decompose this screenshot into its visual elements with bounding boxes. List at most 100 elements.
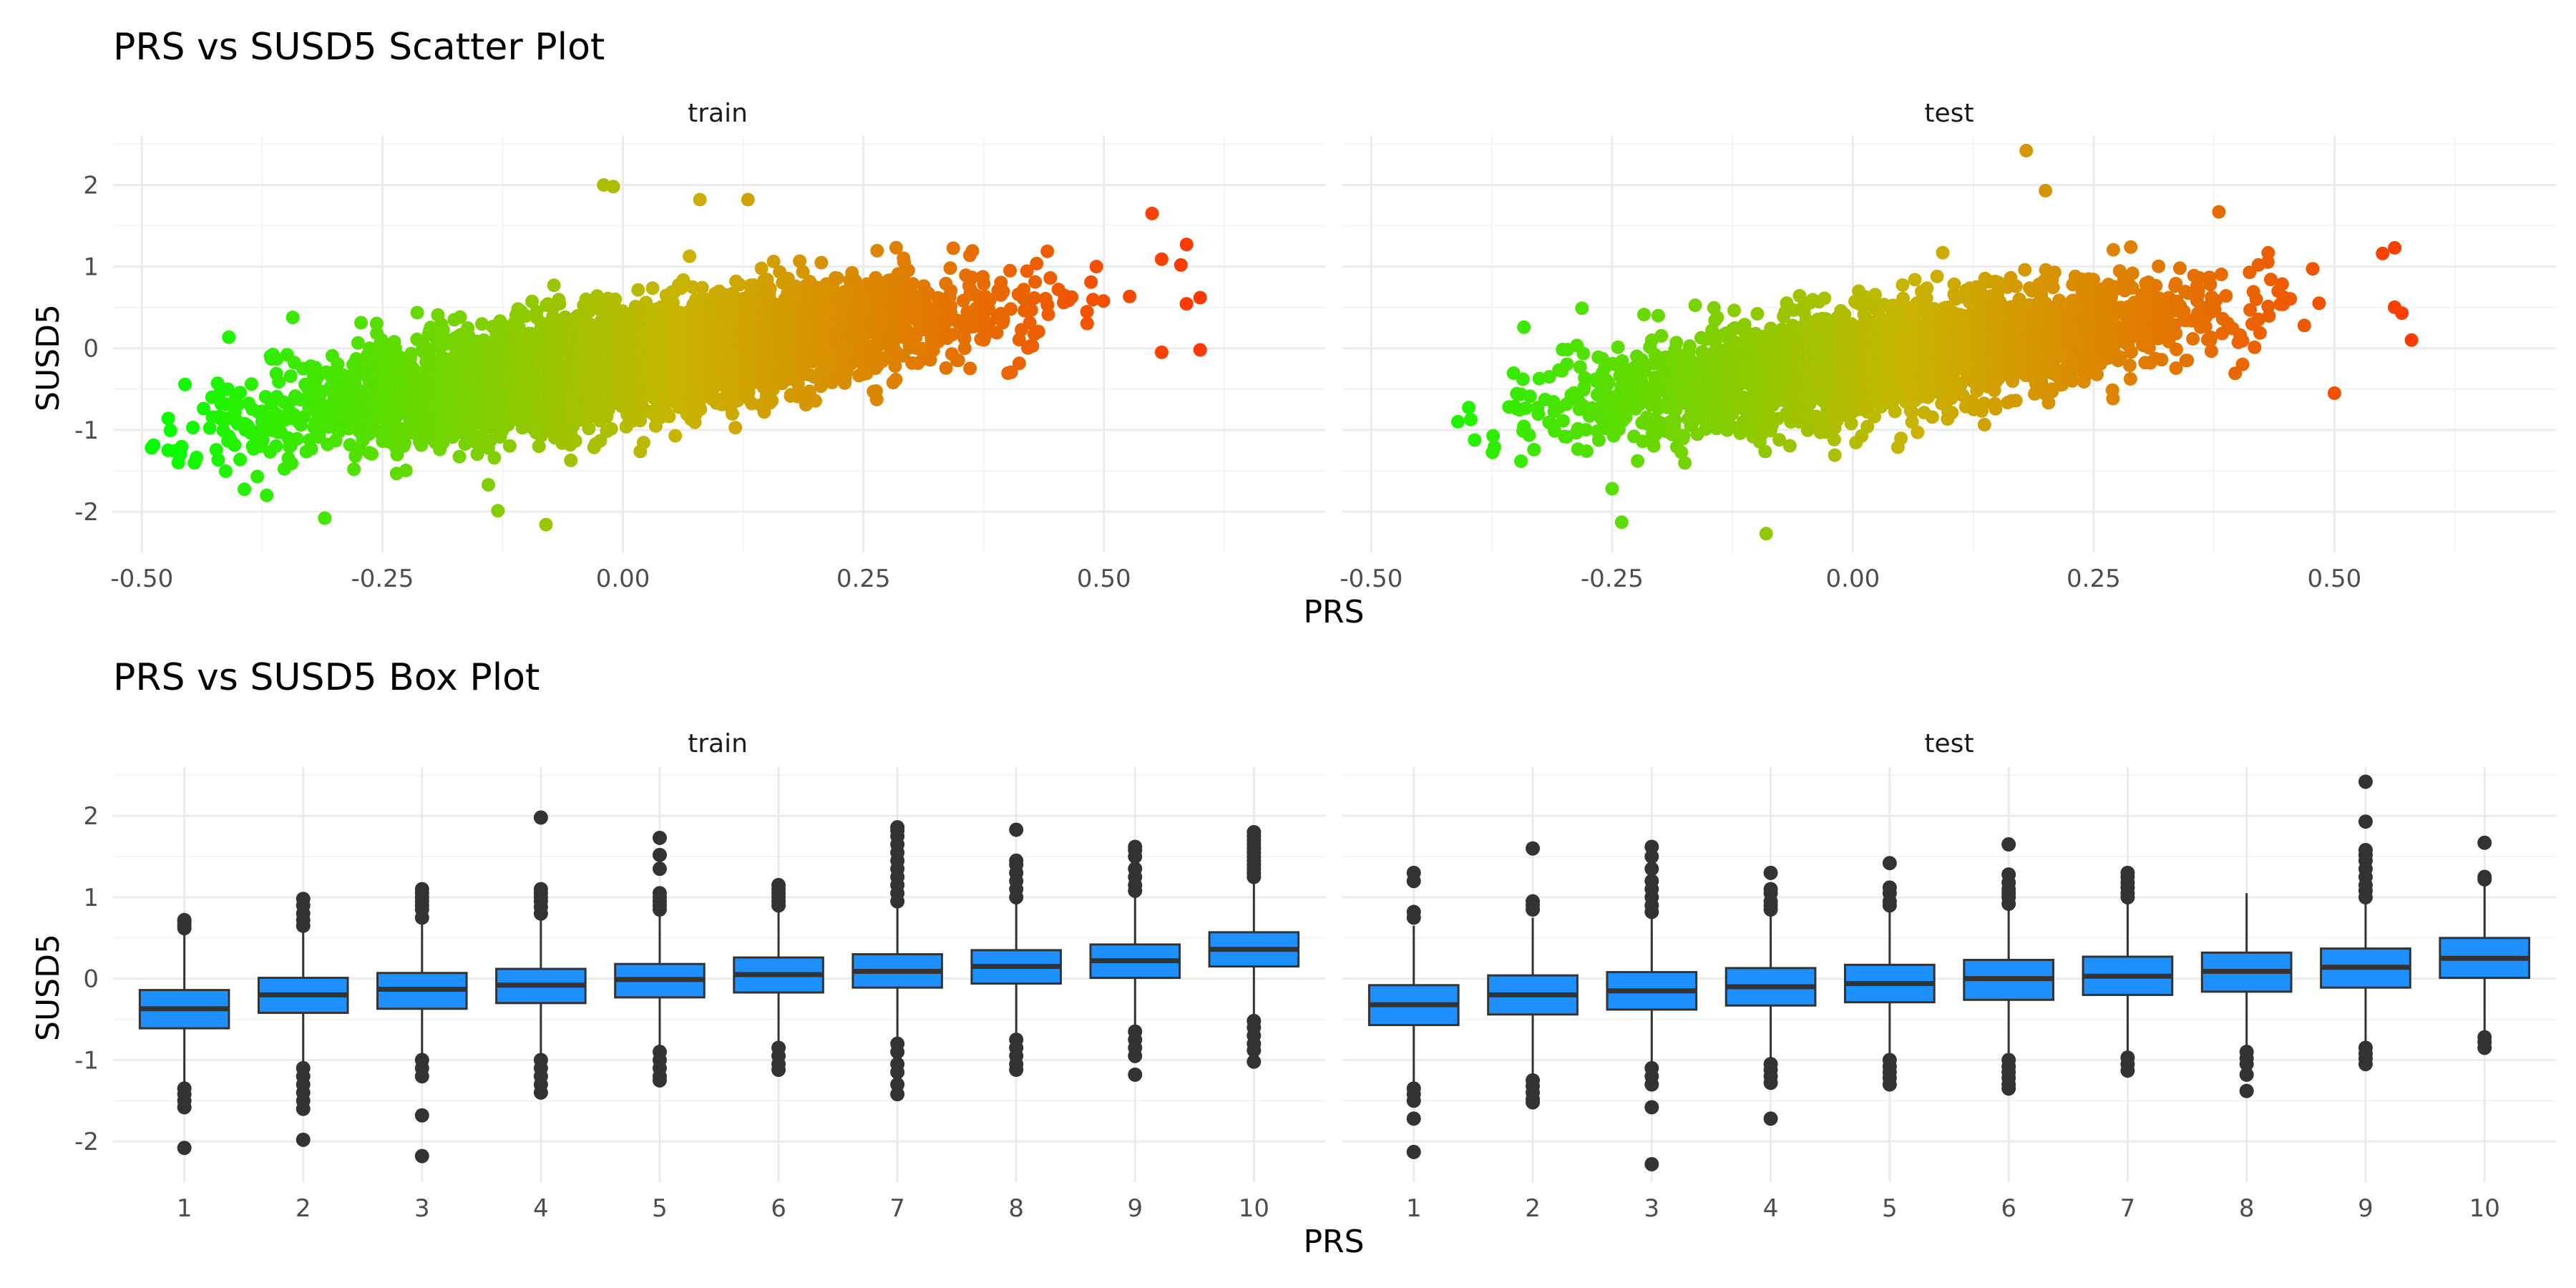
scatter-strip-test: test (1924, 99, 1974, 128)
scatter-point (532, 439, 546, 454)
scatter-point (939, 361, 953, 375)
scatter-point (683, 249, 697, 263)
scatter-point (244, 377, 258, 391)
scatter-point (470, 447, 484, 462)
scatter-point (901, 263, 915, 278)
scatter-point (645, 281, 660, 296)
scatter-point (1040, 244, 1055, 258)
scatter-point (1518, 401, 1533, 415)
scatter-point (965, 244, 980, 258)
scatter-point (1451, 414, 1465, 429)
scatter-point (944, 299, 958, 313)
scatter-point (285, 457, 298, 471)
scatter-point (178, 377, 192, 391)
scatter-point (951, 353, 965, 367)
scatter-point (1145, 206, 1159, 220)
scatter-point (631, 283, 645, 297)
scatter-point (741, 192, 755, 207)
scatter-point (519, 309, 533, 323)
scatter-point (272, 375, 286, 389)
scatter-point (1514, 454, 1528, 468)
scatter-point (197, 401, 210, 416)
scatter-point (163, 424, 177, 437)
scatter-point (1463, 412, 1478, 426)
scatter-point (222, 330, 236, 344)
scatter-point (260, 488, 274, 502)
scatter-point (1089, 260, 1103, 274)
scatter-point (230, 398, 245, 412)
scatter-point (1179, 238, 1194, 252)
scatter-point (1631, 454, 1645, 468)
scatter-point (1611, 340, 1625, 354)
scatter-point (726, 406, 739, 421)
scatter-point (1710, 311, 1724, 324)
scatter-point (1575, 301, 1589, 316)
scatter-point (250, 469, 265, 484)
scatter-point (889, 372, 903, 386)
scatter-point (190, 450, 204, 464)
x-tick-label: -0.25 (351, 565, 414, 593)
scatter-point (1651, 308, 1665, 323)
scatter-point (1654, 328, 1669, 343)
scatter-point (304, 441, 318, 456)
scatter-point (495, 318, 509, 332)
scatter-point (290, 431, 304, 446)
scatter-point (1517, 320, 1531, 334)
scatter-point (1024, 303, 1038, 317)
scatter-point (996, 285, 1010, 299)
scatter-point (1084, 275, 1098, 289)
scatter-point (1003, 263, 1017, 278)
x-tick-label: 0.00 (1826, 565, 1880, 593)
x-tick-label: 0.25 (836, 565, 891, 593)
x-tick-label: -0.50 (1340, 565, 1402, 593)
scatter-point (1678, 456, 1692, 470)
scatter-point (1531, 407, 1546, 421)
scatter-point (482, 478, 495, 492)
scatter-point (1688, 298, 1702, 313)
scatter-point (1605, 482, 1619, 496)
scatter-point (365, 447, 379, 461)
scatter-point (347, 462, 361, 477)
scatter-point (1041, 307, 1055, 321)
scatter-title: PRS vs SUSD5 Scatter Plot (113, 26, 605, 69)
scatter-point (1682, 339, 1697, 353)
scatter-point (763, 281, 777, 296)
scatter-point (1154, 345, 1169, 359)
scatter-strip-train: train (688, 99, 748, 128)
scatter-point (1080, 316, 1094, 331)
scatter-point (351, 336, 365, 350)
scatter-point (161, 411, 175, 426)
scatter-point (270, 352, 284, 366)
scatter-point (608, 292, 623, 306)
scatter-point (404, 346, 419, 361)
scatter-point (547, 278, 561, 293)
scatter-point (218, 464, 233, 478)
scatter-point (233, 386, 247, 400)
scatter-point (945, 328, 960, 342)
scatter-point (963, 361, 977, 376)
scatter-point (1193, 343, 1207, 357)
scatter-point (389, 411, 403, 426)
scatter-point (269, 439, 283, 453)
scatter-point (1028, 275, 1043, 289)
scatter-point (814, 255, 829, 270)
scatter-point (354, 316, 368, 330)
scatter-point (475, 317, 489, 331)
scatter-point (1017, 283, 1031, 297)
scatter-point (668, 429, 683, 443)
scatter-point (870, 243, 884, 258)
scatter-point (552, 296, 567, 311)
scatter-point (568, 434, 582, 448)
scatter-point (1523, 389, 1537, 404)
scatter-point (1516, 372, 1530, 386)
scatter-point (1154, 252, 1169, 266)
scatter-point (1669, 336, 1684, 350)
scatter-point (1025, 339, 1040, 353)
scatter-point (1576, 346, 1591, 361)
scatter-point (453, 310, 467, 324)
scatter-point (255, 434, 270, 447)
scatter-point (539, 517, 553, 532)
scatter-point (869, 392, 884, 406)
scatter-point (946, 241, 960, 255)
scatter-point (491, 504, 505, 518)
